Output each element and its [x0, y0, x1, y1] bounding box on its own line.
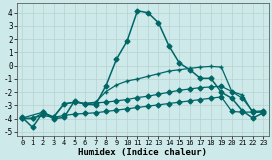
X-axis label: Humidex (Indice chaleur): Humidex (Indice chaleur)	[78, 148, 207, 156]
